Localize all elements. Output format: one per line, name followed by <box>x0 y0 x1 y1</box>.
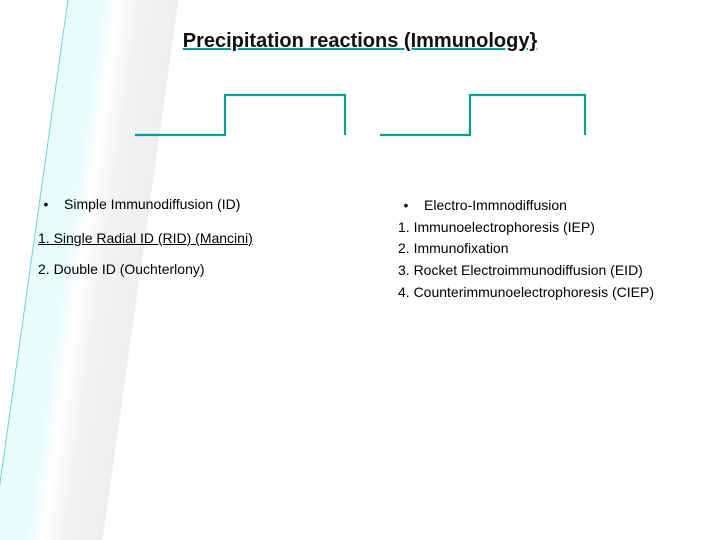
slide: Precipitation reactions (Immunology} • S… <box>0 0 720 540</box>
right-column: • Electro-Immnodiffusion 1. Immunoelectr… <box>398 195 708 303</box>
left-line-2: 2. Double ID (Ouchterlony) <box>38 260 368 280</box>
right-line-3: 3. Rocket Electroimmunodiffusion (EID) <box>398 260 708 282</box>
right-line-1: 1. Immunoelectrophoresis (IEP) <box>398 217 708 239</box>
right-bullet-text: Electro-Immnodiffusion <box>424 195 567 217</box>
bracket-svg <box>130 80 590 140</box>
left-bullet-item: • Simple Immunodiffusion (ID) <box>38 195 368 215</box>
right-line-4: 4. Counterimmunoelectrophoresis (CIEP) <box>398 282 708 304</box>
bullet-icon: • <box>398 195 414 217</box>
bullet-icon: • <box>38 195 54 215</box>
right-line-2: 2. Immunofixation <box>398 238 708 260</box>
bracket-right-path <box>380 95 585 135</box>
left-bullet-text: Simple Immunodiffusion (ID) <box>64 195 240 215</box>
left-line-1: 1. Single Radial ID (RID) (Mancini) <box>38 229 368 249</box>
left-column: • Simple Immunodiffusion (ID) 1. Single … <box>38 195 368 292</box>
page-title: Precipitation reactions (Immunology} <box>0 30 720 53</box>
bracket-diagram <box>130 80 590 140</box>
bracket-left-path <box>135 95 345 135</box>
right-bullet-item: • Electro-Immnodiffusion <box>398 195 708 217</box>
